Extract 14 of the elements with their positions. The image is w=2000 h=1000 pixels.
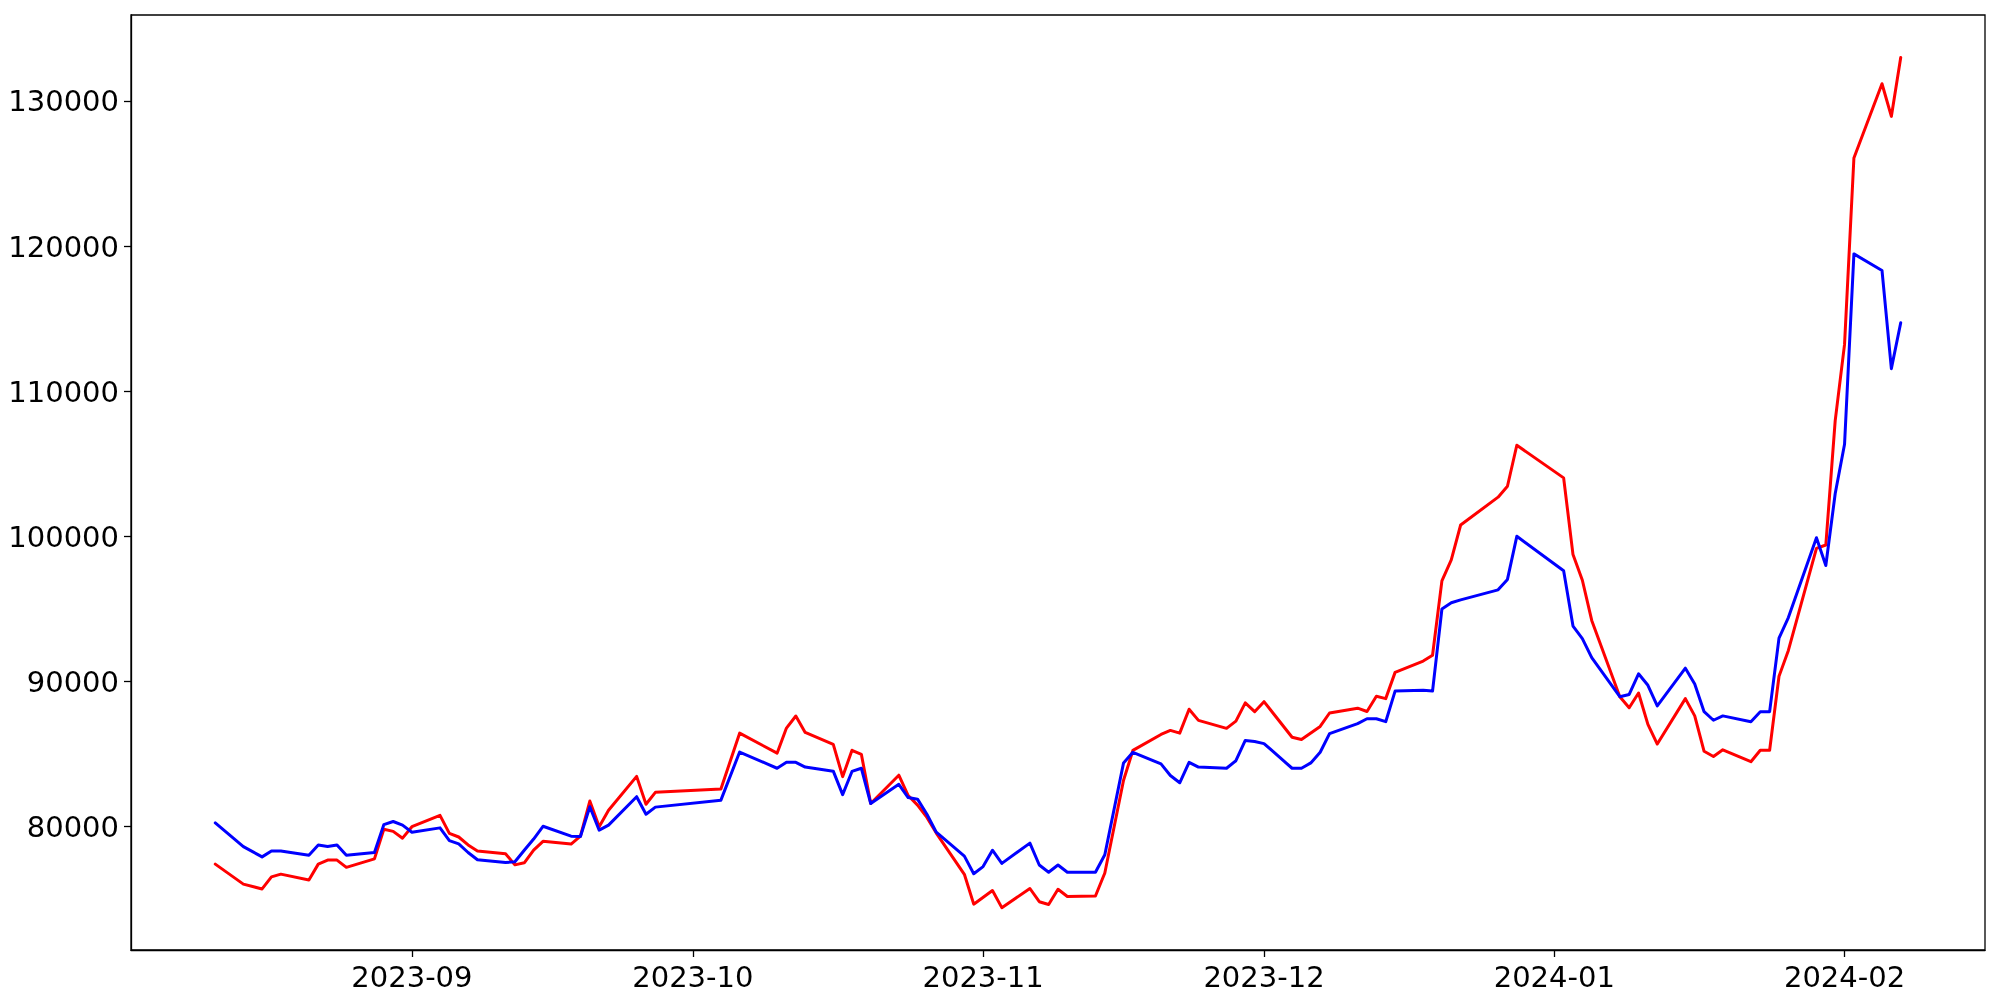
line-series — [213, 56, 1903, 910]
x-tick-label: 2023-11 — [922, 959, 1044, 994]
y-tick-label: 110000 — [8, 374, 119, 409]
x-tick-label: 2023-09 — [351, 959, 473, 994]
line-series — [213, 252, 1903, 876]
x-tick-label: 2024-01 — [1493, 959, 1615, 994]
x-tick-label: 2023-12 — [1203, 959, 1325, 994]
x-tick-label: 2023-10 — [632, 959, 754, 994]
y-tick-label: 120000 — [8, 229, 119, 264]
y-tick-label: 130000 — [8, 84, 119, 119]
y-tick-label: 80000 — [26, 809, 119, 844]
y-tick-label: 100000 — [8, 519, 119, 554]
y-tick-label: 90000 — [26, 664, 119, 699]
x-tick-label: 2024-02 — [1783, 959, 1906, 994]
